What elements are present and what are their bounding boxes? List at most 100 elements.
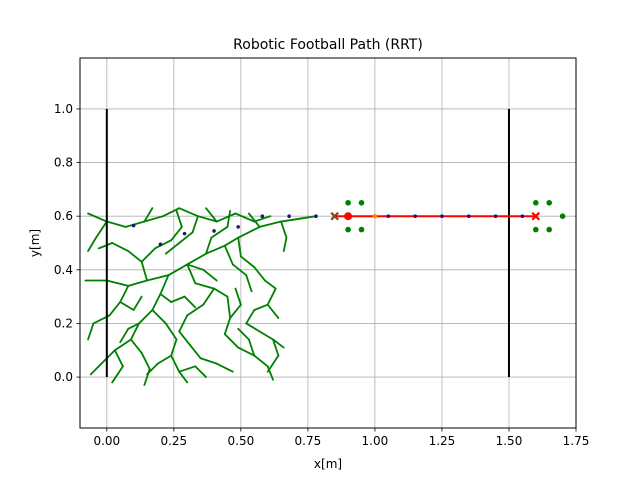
tree-edge bbox=[105, 279, 130, 287]
tree-edge bbox=[210, 226, 229, 239]
tree-edge bbox=[164, 322, 178, 341]
tree-edge bbox=[146, 362, 159, 376]
x-tick-label: 1.50 bbox=[496, 434, 523, 448]
tree-edge bbox=[143, 207, 154, 223]
tree-edge bbox=[89, 362, 103, 376]
tree-edge bbox=[234, 287, 242, 306]
tree-edge bbox=[239, 255, 256, 269]
tree-edge bbox=[186, 263, 197, 285]
waypoint-dot bbox=[131, 223, 136, 228]
tree-edge bbox=[108, 301, 122, 317]
x-tick-label: 1.25 bbox=[429, 434, 456, 448]
x-tick-label: 0.25 bbox=[160, 434, 187, 448]
tree-edge bbox=[154, 239, 173, 250]
orange-point bbox=[372, 213, 378, 219]
tree-edge bbox=[202, 287, 215, 306]
tree-edge bbox=[178, 207, 199, 218]
tree-edge bbox=[100, 349, 116, 365]
tree-edge bbox=[234, 212, 256, 223]
y-axis-label: y[m] bbox=[28, 229, 42, 257]
tree-edge bbox=[159, 274, 170, 295]
tree-edge bbox=[167, 263, 189, 277]
tree-edge bbox=[253, 266, 266, 282]
tree-edge bbox=[151, 309, 167, 325]
tree-edge bbox=[258, 330, 274, 341]
tree-edge bbox=[189, 343, 202, 360]
tree-edge bbox=[205, 207, 218, 223]
obstacle-dot bbox=[546, 226, 552, 233]
axes-frame bbox=[79, 57, 577, 429]
tree-edge bbox=[87, 236, 97, 252]
tree-edge bbox=[113, 338, 132, 352]
tree-edge bbox=[97, 242, 114, 250]
tree-edge bbox=[223, 317, 232, 336]
tree-edge bbox=[159, 293, 173, 303]
tree-edge bbox=[266, 303, 280, 319]
tree-edge bbox=[186, 263, 205, 271]
start-marker bbox=[344, 212, 353, 221]
tree-edge bbox=[119, 301, 135, 311]
markers bbox=[131, 199, 566, 247]
tree-edge bbox=[264, 279, 277, 290]
x-marker bbox=[531, 211, 541, 221]
tree-edge bbox=[178, 330, 191, 346]
tree-edge bbox=[105, 220, 127, 228]
waypoint-dot bbox=[386, 214, 391, 218]
tree-edge bbox=[258, 220, 282, 228]
tree-edge bbox=[140, 352, 151, 370]
tree-edge bbox=[272, 338, 285, 349]
y-tick-label: 0.0 bbox=[54, 370, 73, 384]
chart-title: Robotic Football Path (RRT) bbox=[233, 37, 423, 53]
tree-edge bbox=[280, 220, 288, 239]
y-tick-label: 0.6 bbox=[54, 209, 73, 223]
tree-edge bbox=[111, 365, 124, 384]
tree-edge bbox=[280, 215, 317, 223]
tree-edge bbox=[199, 357, 218, 365]
obstacle-dot bbox=[532, 199, 539, 206]
tree-edge bbox=[215, 362, 234, 373]
waypoint-dot bbox=[314, 214, 318, 218]
tree-edge bbox=[170, 354, 181, 373]
x-ticks: 0.00 0.25 0.50 0.75 1.00 1.25 1.50 1.75 bbox=[93, 428, 589, 448]
tree-edge bbox=[186, 303, 205, 317]
tree-edge bbox=[253, 215, 272, 223]
tree-edge bbox=[237, 346, 256, 357]
tree-edge bbox=[183, 295, 197, 309]
x-axis-label: x[m] bbox=[314, 457, 342, 471]
x-tick-label: 0.50 bbox=[228, 434, 255, 448]
tree-edge bbox=[170, 226, 183, 242]
tree-edge bbox=[127, 279, 148, 287]
tree-edge bbox=[95, 220, 108, 239]
waypoint-dot bbox=[212, 229, 216, 233]
x-tick-label: 1.00 bbox=[362, 434, 389, 448]
tree-edge bbox=[111, 242, 130, 252]
x-tick-label: 0.00 bbox=[93, 434, 120, 448]
tree-edge bbox=[237, 236, 242, 258]
waypoint-dot bbox=[493, 214, 498, 218]
tree-edge bbox=[130, 338, 143, 354]
waypoint-dot bbox=[236, 225, 240, 229]
tree-edge bbox=[223, 236, 240, 247]
obstacle-dot bbox=[345, 199, 351, 206]
tree-edge bbox=[272, 338, 280, 357]
tree-edge bbox=[113, 349, 124, 368]
y-tick-label: 0.2 bbox=[54, 316, 73, 330]
waypoint-dot bbox=[413, 214, 417, 218]
obstacle-dot bbox=[345, 226, 351, 233]
tree-edge bbox=[178, 231, 194, 244]
waypoint-dot bbox=[287, 214, 291, 218]
obstacle-dot bbox=[358, 226, 365, 233]
obstacle-dot bbox=[358, 199, 365, 206]
tree-edge bbox=[266, 287, 277, 306]
tree-edge bbox=[175, 209, 183, 228]
tree-edge bbox=[156, 354, 173, 365]
tree-edge bbox=[119, 327, 130, 344]
y-tick-label: 0.8 bbox=[54, 156, 73, 170]
x-marker-stroke bbox=[531, 211, 541, 221]
waypoint-dot bbox=[158, 242, 163, 247]
tree-edge bbox=[178, 365, 197, 373]
tree-edge bbox=[248, 338, 256, 357]
tree-edge bbox=[124, 220, 146, 228]
tree-edge bbox=[205, 236, 213, 255]
